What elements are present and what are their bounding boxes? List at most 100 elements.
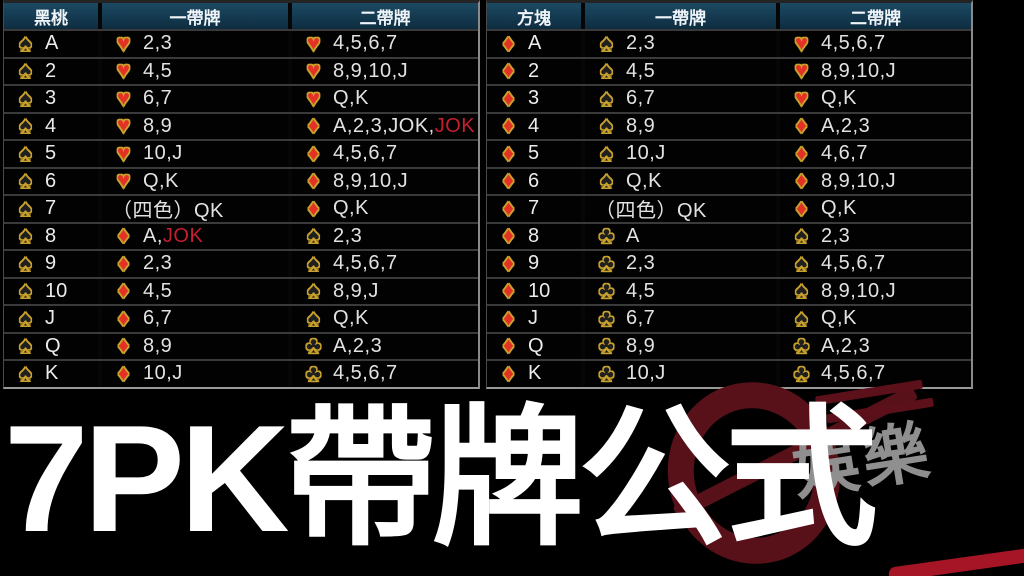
diamond-icon: ♦	[502, 29, 515, 57]
diamond-icon: ♦	[502, 194, 515, 222]
diamond-icon: ♦	[502, 57, 515, 85]
cell-text: 8,9	[143, 114, 173, 137]
cell-text: （四色）QK	[595, 200, 707, 223]
rank-label: 9	[45, 252, 57, 275]
one-carry-cell: ♥ 2,3	[98, 31, 288, 57]
club-icon: ♣	[305, 359, 322, 387]
cell-text: 6,7	[626, 87, 656, 110]
club-icon: ♣	[793, 332, 810, 360]
rank-cell: ♠ 3	[4, 86, 98, 112]
diamond-icon: ♦	[502, 304, 515, 332]
one-carry-cell: ♣ A	[581, 223, 776, 249]
diamond-icon: ♦	[502, 359, 515, 387]
rank-cell: ♠ 9	[4, 251, 98, 277]
rank-cell: ♠ 8	[4, 222, 98, 250]
heart-icon: ♥	[794, 29, 809, 57]
two-carry-cell: ♥ 8,9,10,J	[288, 57, 478, 85]
cell-text: 2,3	[333, 224, 363, 247]
spade-icon: ♠	[307, 277, 321, 305]
rank-cell: ♦ 7	[487, 196, 581, 222]
diamond-icon: ♦	[502, 277, 515, 305]
rank-label: 5	[528, 142, 540, 165]
table-row: ♦ 3 ♠ 6,7 ♥ Q,K	[487, 84, 971, 112]
spade-icon: ♠	[19, 29, 33, 57]
cell-text: 4,6,7	[821, 142, 868, 165]
cell-text: A,2,3	[821, 334, 871, 357]
rank-label: 8	[528, 224, 540, 247]
one-carry-cell: ♥ 6,7	[98, 86, 288, 112]
diamond-combo-table: 方塊 一帶牌 二帶牌 ♦ A ♠ 2,3 ♥ 4,5,6,7 ♦ 2 ♠ 4,5 ♥ 8,9,10,J…	[486, 0, 973, 389]
cell-text: 8,9,10,J	[333, 59, 409, 82]
spade-icon: ♠	[19, 194, 33, 222]
one-carry-cell: ♥ 4,5	[98, 58, 288, 84]
rank-cell: ♠ 6	[4, 168, 98, 195]
diamond-icon: ♦	[502, 167, 515, 195]
rank-label: 3	[528, 87, 540, 110]
table-row: ♠ 4 ♥ 8,9 ♦ A,2,3,JOK, JOK	[4, 111, 478, 140]
cell-text: 4,5,6,7	[821, 252, 886, 275]
club-icon: ♣	[793, 359, 810, 387]
rank-label: 7	[528, 197, 540, 220]
spade-icon: ♠	[795, 304, 809, 332]
table-row: ♠ 8 ♦ A, JOK ♠ 2,3	[4, 221, 478, 250]
rank-cell: ♠ 4	[4, 113, 98, 140]
diamond-icon: ♦	[117, 277, 130, 305]
header-suit-column: 方塊	[487, 3, 581, 29]
table-row: ♦ 10 ♣ 4,5 ♠ 8,9,10,J	[487, 276, 971, 305]
cell-text-joker-red: JOK	[162, 224, 204, 247]
cell-text: 10,J	[626, 362, 666, 385]
one-carry-cell: ♠ 6,7	[581, 86, 776, 112]
spade-icon: ♠	[19, 57, 33, 85]
diamond-icon: ♦	[502, 139, 515, 167]
two-carry-cell: ♠ 8,9,10,J	[776, 278, 971, 304]
cell-text: 8,9,10,J	[821, 279, 897, 302]
one-carry-cell: ♥ 10,J	[98, 141, 288, 167]
cell-text: 4,5	[626, 279, 656, 302]
two-carry-cell: ♦ A,2,3	[776, 113, 971, 139]
header-two-carry-column: 二帶牌	[776, 3, 971, 29]
table-row: ♦ 2 ♠ 4,5 ♥ 8,9,10,J	[487, 56, 971, 85]
rank-cell: ♠ Q	[4, 333, 98, 360]
spade-icon: ♠	[600, 84, 614, 112]
rank-label: 10	[528, 279, 551, 302]
one-carry-cell: （四色）QK	[581, 196, 776, 222]
rank-label: 10	[45, 279, 68, 302]
spade-icon: ♠	[19, 222, 33, 250]
cell-text: 6,7	[143, 87, 173, 110]
club-icon: ♣	[598, 332, 615, 360]
rank-label: 5	[45, 142, 57, 165]
rank-label: 7	[45, 197, 57, 220]
cell-text: 8,9	[143, 334, 173, 357]
two-carry-cell: ♣ 4,5,6,7	[288, 361, 478, 387]
one-carry-cell: ♥ Q,K	[98, 168, 288, 194]
diamond-icon: ♦	[795, 194, 808, 222]
cell-text: 6,7	[626, 307, 656, 330]
header-suit-column: 黑桃	[4, 3, 98, 29]
spade-icon: ♠	[19, 277, 33, 305]
rank-label: Q	[45, 334, 61, 357]
two-carry-cell: ♥ 4,5,6,7	[776, 31, 971, 57]
spade-icon: ♠	[795, 222, 809, 250]
rank-label: J	[45, 307, 55, 330]
one-carry-cell: ♣ 6,7	[581, 306, 776, 332]
rank-cell: ♦ 4	[487, 113, 581, 140]
heart-icon: ♥	[306, 57, 321, 85]
cell-text-joker-red: JOK	[434, 114, 476, 137]
cell-text: Q,K	[821, 307, 857, 330]
rank-cell: ♦ 9	[487, 251, 581, 277]
table-row: ♠ 6 ♥ Q,K ♦ 8,9,10,J	[4, 166, 478, 195]
rank-label: 3	[45, 87, 57, 110]
cell-text: 4,5	[143, 279, 173, 302]
table-row: ♦ J ♣ 6,7 ♠ Q,K	[487, 304, 971, 332]
two-carry-cell: ♦ 4,5,6,7	[288, 141, 478, 167]
rank-label: 4	[528, 114, 540, 137]
spade-icon: ♠	[307, 222, 321, 250]
one-carry-cell: ♦ 8,9	[98, 333, 288, 359]
cell-text: 2,3	[821, 224, 851, 247]
one-carry-cell: ♣ 10,J	[581, 361, 776, 387]
cell-text: A,2,3,JOK,	[333, 114, 435, 137]
header-two-carry-column: 二帶牌	[288, 3, 478, 29]
spade-icon: ♠	[307, 249, 321, 277]
rank-label: J	[528, 307, 538, 330]
rank-label: 8	[45, 224, 57, 247]
